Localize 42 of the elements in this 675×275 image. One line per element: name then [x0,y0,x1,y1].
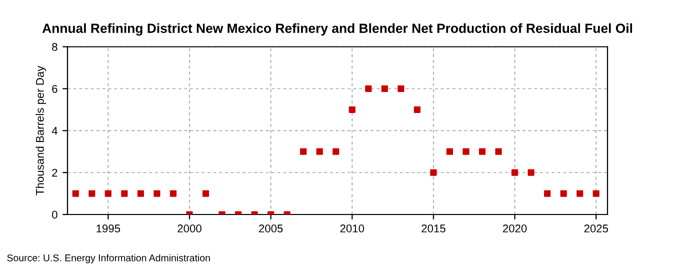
y-tick-label: 8 [52,43,58,51]
point [104,190,112,197]
point [528,169,534,176]
x-tick-label: 1995 [96,224,120,232]
point [72,190,79,197]
point [511,169,518,176]
point [348,106,356,113]
y-tick-label: 6 [52,84,58,93]
point [495,148,502,155]
y-tick-label: 2 [52,168,58,177]
point [154,190,160,197]
point [560,190,567,197]
point [446,148,454,155]
point [300,148,307,155]
point [544,190,551,197]
point [121,190,128,197]
point [414,106,420,113]
x-tick-label: 2020 [502,224,527,232]
x-tick-label: 2000 [178,224,202,232]
point [592,190,600,197]
x-tick-label: 2005 [259,224,283,232]
y-tick-label: 4 [52,127,58,135]
point [137,190,144,197]
x-tick-label: 2010 [340,224,364,232]
point [478,148,486,155]
chart-title: Annual Refining District New Mexico Refinery and Blender Net Production of Residual Fuel Oil [42,23,632,36]
point [88,190,96,197]
point [316,148,323,155]
y-tick-label: 0 [52,210,58,219]
y-axis-title: Thousand Barrels per Day [36,66,46,196]
point [381,85,388,92]
point [462,148,470,155]
point [332,148,340,155]
point [202,190,210,197]
point [398,85,404,92]
point [576,190,584,197]
x-tick-label: 2015 [422,224,446,232]
point [365,85,372,92]
point [430,169,437,176]
point [170,190,177,197]
source-note: Source: U.S. Energy Information Administration [7,254,210,264]
x-tick-label: 2025 [584,224,608,232]
